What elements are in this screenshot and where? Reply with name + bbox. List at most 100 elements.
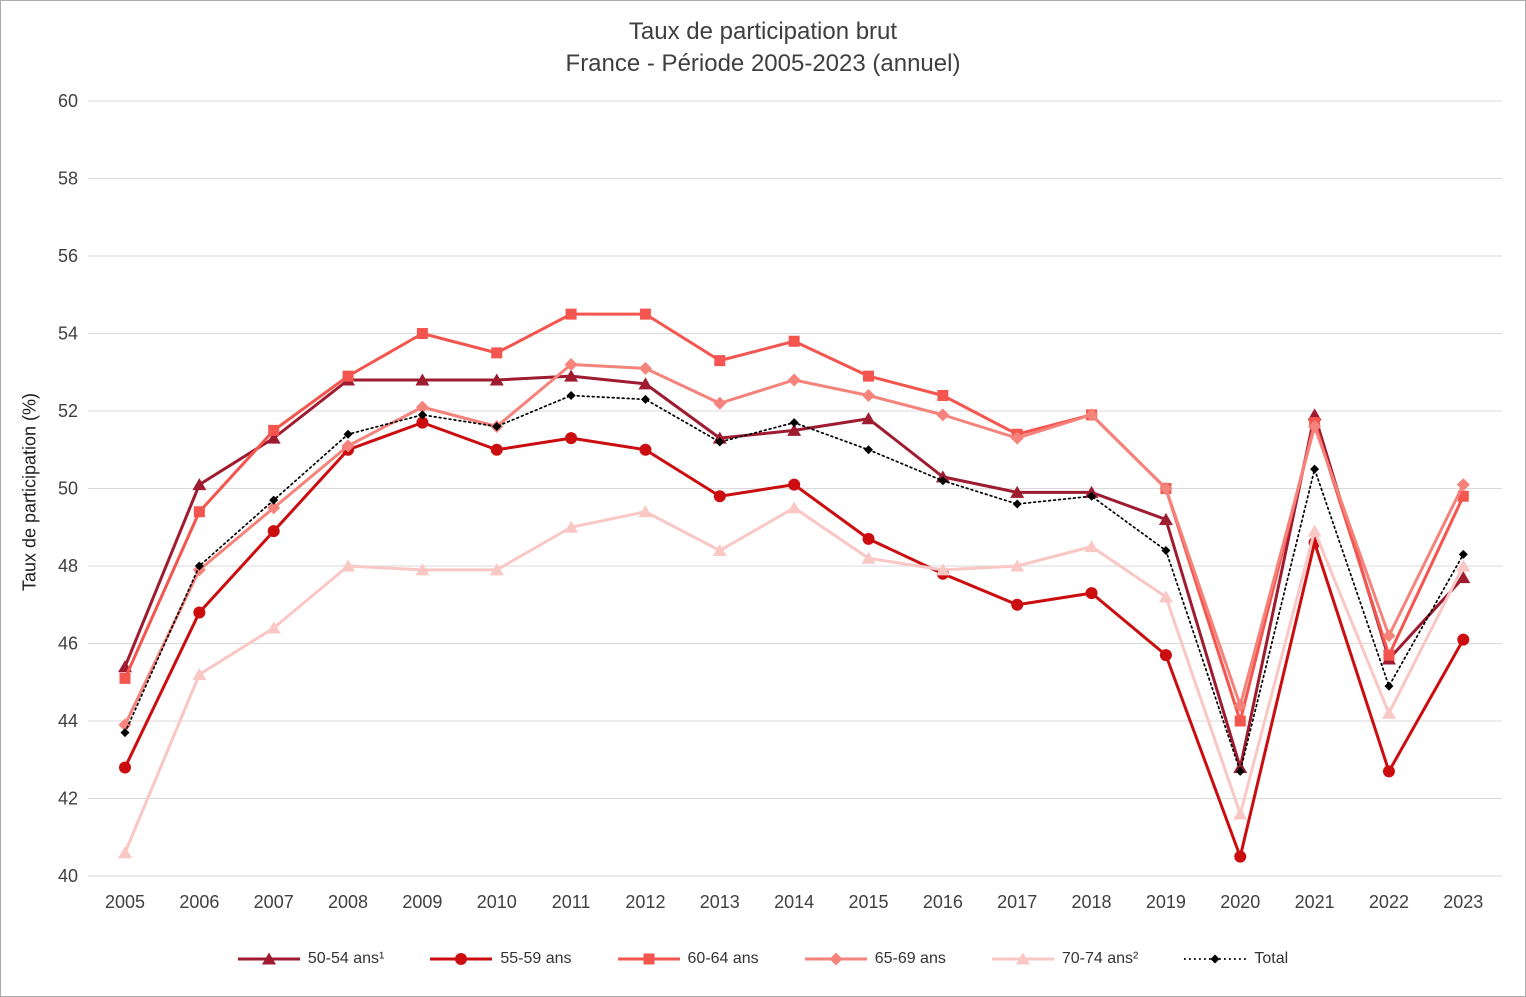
marker-triangle [266,621,281,634]
marker-square [193,506,205,518]
y-tick-label: 60 [58,91,78,111]
marker-diamond [638,361,652,375]
x-tick-label: 2012 [625,892,665,912]
marker-diamond [341,439,355,453]
legend-key-50-54-ans [237,952,300,965]
y-tick-label: 48 [58,556,78,576]
legend-item-65-69-ans: 65-69 ans [804,950,946,968]
marker-circle [788,478,801,491]
marker-diamond [1087,491,1097,501]
legend-label-70-74-ans: 70-74 ans² [1061,950,1139,967]
legend-marker [1210,954,1220,964]
marker-circle [193,606,206,619]
x-tick-label: 2007 [254,892,294,912]
y-tick-label: 50 [58,479,78,499]
marker-square [119,672,131,684]
legend-marker [829,952,843,966]
legend-label-65-69-ans: 65-69 ans [874,950,946,967]
marker-circle [565,432,578,445]
marker-triangle [489,373,504,386]
marker-diamond [864,445,873,455]
legend-label-50-54-ans: 50-54 ans¹ [307,950,385,967]
legend-item-total: Total [1184,950,1288,968]
legend-item-55-59-ans: 55-59 ans [430,950,572,968]
marker-diamond [715,437,725,447]
marker-diamond [787,373,801,387]
marker-triangle [1084,540,1099,553]
marker-square [714,355,726,367]
y-tick-label: 44 [58,711,78,731]
marker-triangle [1158,590,1173,603]
chart-legend: 50-54 ans¹ 55-59 ans 60-64 ans 65-69 ans 70-… [0,950,1526,968]
x-tick-label: 2015 [848,892,888,912]
marker-square [937,390,949,401]
y-tick-label: 58 [58,169,78,189]
marker-square [1234,715,1246,727]
marker-triangle [1456,571,1471,584]
marker-circle [455,953,468,965]
marker-square [863,370,874,382]
marker-triangle [192,668,207,680]
x-tick-label: 2019 [1146,892,1186,912]
marker-square [491,347,503,359]
legend-key-70-74-ans [991,952,1054,965]
x-tick-label: 2023 [1443,892,1483,912]
legend-marker [1015,952,1030,965]
x-tick-label: 2022 [1369,892,1409,912]
y-tick-label: 56 [58,246,78,266]
marker-circle [416,416,429,429]
marker-diamond [118,718,132,732]
marker-triangle [861,412,876,425]
marker-circle [1085,587,1098,600]
marker-circle [490,443,503,456]
marker-square [643,953,655,965]
marker-triangle [415,373,430,386]
legend-label-total: Total [1254,950,1289,967]
marker-diamond [640,394,650,404]
marker-triangle [712,544,727,556]
x-axis-tick-labels: 2005 2006 2007 2008 2009 2010 2011 2012 2013 2014… [105,892,1483,912]
marker-triangle [1010,559,1025,572]
marker-diamond [1382,629,1396,643]
x-tick-label: 2014 [774,892,814,912]
marker-square [565,308,577,320]
marker-square [268,424,280,436]
marker-diamond [269,495,279,505]
marker-circle [1159,649,1172,662]
marker-circle [862,532,875,545]
marker-diamond [1384,681,1394,691]
x-tick-label: 2016 [923,892,963,912]
marker-circle [1011,598,1024,611]
legend-key-65-69-ans [804,952,867,966]
legend-label-60-64-ans: 60-64 ans [687,950,759,967]
chart-title: Taux de participation brut France - Péri… [0,16,1526,80]
series-70-74-ans [118,501,1471,859]
marker-triangle [638,505,653,518]
marker-triangle [1456,559,1471,572]
legend-marker [455,953,468,965]
marker-triangle [1010,485,1025,498]
marker-diamond [564,358,578,371]
marker-triangle [1158,513,1173,525]
marker-triangle [935,563,950,576]
marker-triangle [1233,807,1248,820]
marker-square [1457,490,1469,502]
x-tick-label: 2017 [997,892,1037,912]
marker-diamond [1233,699,1247,712]
marker-triangle [266,431,281,444]
x-tick-label: 2010 [477,892,517,912]
marker-circle [119,761,131,774]
marker-square [416,328,428,339]
marker-diamond [1159,482,1173,495]
y-tick-label: 52 [58,401,78,421]
marker-diamond [1161,546,1171,555]
marker-square [639,308,651,320]
marker-triangle [638,377,653,390]
legend-marker [261,952,276,965]
marker-triangle [489,563,504,576]
marker-diamond [415,400,429,414]
marker-diamond [1456,478,1470,492]
marker-diamond [938,476,948,486]
marker-diamond [417,410,427,420]
